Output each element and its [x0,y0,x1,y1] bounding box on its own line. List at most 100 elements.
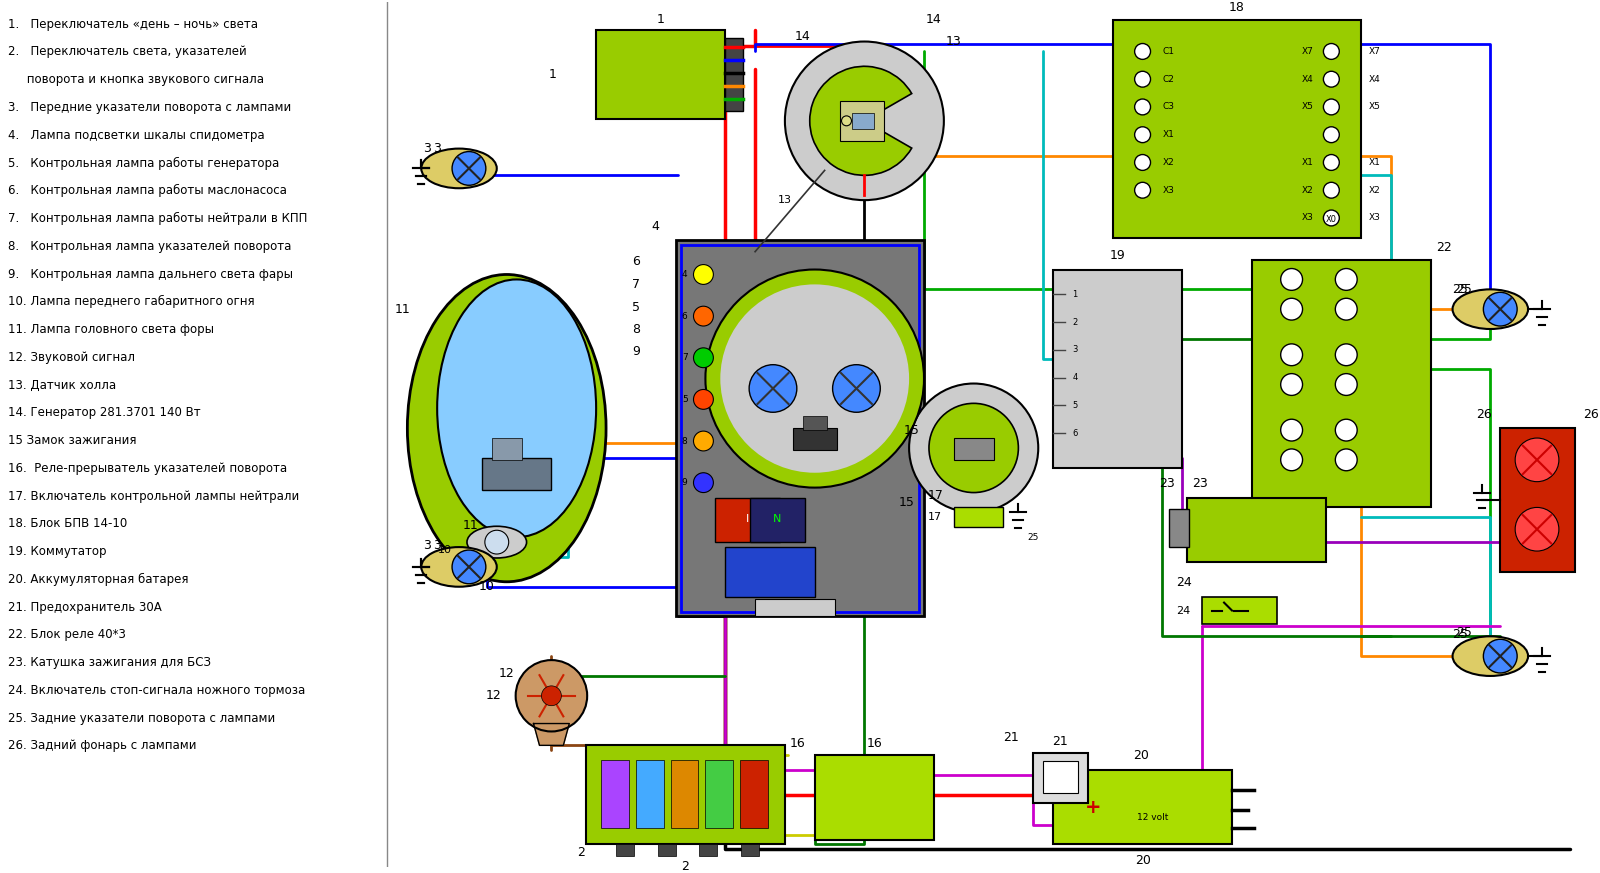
Text: 17: 17 [928,489,944,502]
Text: 9: 9 [632,346,640,358]
Text: 2: 2 [682,860,690,873]
Bar [658,844,675,856]
Text: 16: 16 [867,737,882,750]
Text: 9.   Контрольная лампа дальнего света фары: 9. Контрольная лампа дальнего света фары [8,267,293,280]
Bar [680,244,918,611]
Text: 7: 7 [632,278,640,291]
Text: 12 volt: 12 volt [1138,814,1168,822]
Bar [954,438,994,460]
Text: 1: 1 [549,68,557,80]
Text: 17. Включатель контрольной лампы нейтрали: 17. Включатель контрольной лампы нейтрал… [8,490,299,503]
Text: C2: C2 [1163,75,1174,84]
Text: 15: 15 [899,496,915,509]
Text: X2: X2 [1370,186,1381,195]
Text: 8.   Контрольная лампа указателей поворота: 8. Контрольная лампа указателей поворота [8,240,291,253]
Text: 20: 20 [1134,854,1150,867]
Circle shape [1134,72,1150,87]
Text: X2: X2 [1302,186,1314,195]
Text: 22: 22 [1435,241,1451,254]
Text: 3.   Передние указатели поворота с лампами: 3. Передние указатели поворота с лампами [8,101,291,114]
Circle shape [1134,127,1150,142]
Text: 12. Звуковой сигнал: 12. Звуковой сигнал [8,351,134,364]
Circle shape [749,365,797,412]
Circle shape [541,686,562,705]
Text: 22. Блок реле 40*3: 22. Блок реле 40*3 [8,629,126,642]
Text: 4: 4 [682,270,688,279]
Text: C1: C1 [1163,47,1174,56]
Bar [715,498,779,542]
Bar [1034,753,1088,803]
Ellipse shape [467,526,526,558]
Bar [1053,270,1182,468]
Bar [741,844,758,856]
Circle shape [1323,72,1339,87]
Bar [1187,498,1326,562]
Text: 13: 13 [946,35,962,48]
Text: 23: 23 [1160,478,1176,490]
Bar [670,760,699,828]
Circle shape [1134,99,1150,115]
Ellipse shape [437,279,597,537]
Text: 8: 8 [682,436,688,445]
Text: 4: 4 [651,220,659,233]
Text: 10. Лампа переднего габаритного огня: 10. Лампа переднего габаритного огня [8,295,254,308]
Text: 3: 3 [434,142,442,155]
Circle shape [693,431,714,451]
Circle shape [1280,374,1302,395]
Text: 24. Включатель стоп-сигнала ножного тормоза: 24. Включатель стоп-сигнала ножного торм… [8,684,306,697]
Text: 3: 3 [424,142,430,155]
Wedge shape [810,66,912,175]
Bar [794,428,837,450]
Text: 3: 3 [1072,346,1078,354]
Circle shape [1336,269,1357,291]
Text: 4.   Лампа подсветки шкалы спидометра: 4. Лампа подсветки шкалы спидометра [8,128,264,141]
Text: 5.   Контрольная лампа работы генератора: 5. Контрольная лампа работы генератора [8,156,278,169]
Circle shape [1515,438,1558,482]
Text: N: N [773,514,781,525]
Circle shape [1323,99,1339,115]
Circle shape [693,473,714,492]
Text: 23. Катушка зажигания для БСЗ: 23. Катушка зажигания для БСЗ [8,656,211,669]
Text: 6.   Контрольная лампа работы маслонасоса: 6. Контрольная лампа работы маслонасоса [8,184,286,197]
Circle shape [786,42,944,200]
Text: 6: 6 [632,255,640,268]
Text: 10: 10 [438,545,453,555]
Text: 2: 2 [578,846,586,859]
Circle shape [1336,299,1357,320]
Text: 3: 3 [434,539,442,552]
Circle shape [1134,44,1150,59]
Text: 14: 14 [926,13,942,26]
Text: 12: 12 [486,690,502,702]
Text: 13. Датчик холла: 13. Датчик холла [8,379,117,392]
Bar [1053,770,1232,844]
Circle shape [1323,182,1339,198]
Text: 9: 9 [682,478,688,487]
Bar [706,760,733,828]
Circle shape [485,530,509,554]
Text: 20: 20 [1133,749,1149,762]
Text: 2.   Переключатель света, указателей: 2. Переключатель света, указателей [8,45,246,58]
Circle shape [1483,292,1517,326]
Text: 19: 19 [1110,249,1126,262]
Bar [750,498,805,542]
Circle shape [832,365,880,412]
Bar [602,760,629,828]
Circle shape [1323,155,1339,170]
Ellipse shape [421,148,496,189]
Text: 18: 18 [1229,2,1245,14]
Text: X1: X1 [1163,130,1174,139]
Ellipse shape [1453,636,1528,676]
Text: 7: 7 [682,354,688,362]
Text: 6: 6 [1072,429,1078,437]
Text: C3: C3 [1163,102,1174,112]
Text: 7.   Контрольная лампа работы нейтрали в КПП: 7. Контрольная лампа работы нейтрали в К… [8,212,307,225]
Ellipse shape [1453,289,1528,329]
Text: X4: X4 [1370,75,1381,84]
Text: 10: 10 [478,581,494,594]
Bar [699,844,717,856]
Text: 16.  Реле-прерыватель указателей поворота: 16. Реле-прерыватель указателей поворота [8,462,286,475]
Text: 24: 24 [1176,576,1192,589]
Text: 5: 5 [682,395,688,404]
Text: 21: 21 [1053,735,1067,748]
Bar [1170,510,1189,547]
